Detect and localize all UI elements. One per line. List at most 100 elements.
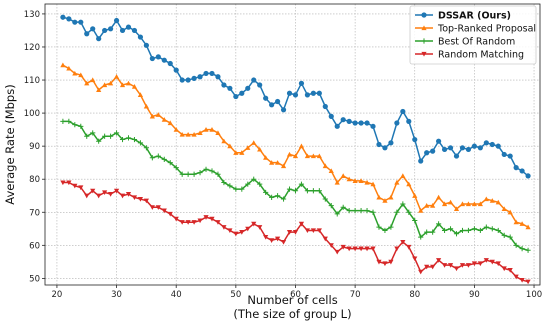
data-point [96,193,102,199]
data-point [209,70,215,77]
data-point [507,268,513,273]
data-point [274,193,281,199]
data-point [179,77,185,83]
data-point [322,163,328,169]
data-point [179,131,185,137]
data-point [441,146,448,153]
data-point [78,123,84,129]
data-point [507,209,513,215]
data-point [102,133,108,139]
data-point [489,259,495,265]
data-point [257,181,263,187]
data-point [358,246,364,252]
data-point [322,236,328,242]
data-point [483,140,489,146]
data-point [119,27,126,34]
data-point [483,196,489,202]
data-point [215,130,221,136]
data-point [459,145,466,151]
data-point [113,74,120,79]
data-point [465,201,472,207]
data-point [131,195,138,200]
data-point [441,263,448,268]
data-point [191,220,197,225]
y-tick-label: 120 [24,43,40,53]
data-point [108,26,114,32]
data-point [382,261,388,267]
data-point [453,266,460,272]
data-point [406,118,412,124]
series-2 [60,118,531,253]
data-point [203,70,209,77]
data-point [263,234,269,240]
legend-box [409,5,537,65]
data-point [167,120,173,126]
data-point [173,127,179,132]
data-point [430,203,436,208]
data-point [436,258,442,263]
data-point [334,249,340,255]
data-point [173,165,179,171]
data-point [227,143,233,149]
data-point [298,221,305,227]
data-point [340,117,346,123]
series-3 [60,180,531,285]
data-point [406,181,412,187]
data-point [191,171,197,177]
data-point [495,261,501,267]
data-point [501,266,507,272]
data-point [125,24,132,30]
data-point [155,205,161,210]
series-layer [60,14,531,285]
data-point [143,103,149,109]
data-point [239,90,245,96]
data-point [72,70,78,76]
x-tick-label: 70 [350,290,361,300]
data-point [424,203,430,208]
data-point [430,229,436,235]
data-point [167,60,173,67]
data-point [108,80,114,86]
data-point [412,256,418,262]
data-point [358,120,364,126]
data-point [66,65,72,71]
data-point [90,26,96,32]
data-point [310,228,316,234]
data-point [501,232,507,239]
data-point [286,230,293,235]
y-tick-label: 50 [29,274,40,284]
data-point [143,42,149,48]
data-point [161,57,167,63]
data-point [185,77,191,83]
data-point [239,186,245,192]
data-point [125,135,132,141]
data-point [292,153,299,159]
data-point [441,201,448,207]
data-point [328,113,334,119]
data-point [185,131,191,137]
data-point [519,168,525,174]
x-tick-label: 50 [230,290,241,300]
data-point [197,218,203,224]
data-point [203,127,209,132]
x-tick-label: 40 [171,290,182,300]
x-axis-label: Number of cells [247,293,337,307]
data-point [328,168,334,174]
data-point [477,261,483,267]
data-point [185,220,191,225]
data-point [173,216,179,222]
data-point [346,208,352,214]
data-point [394,246,400,252]
data-point [316,228,322,234]
data-point [125,192,132,197]
data-point [310,188,316,194]
data-point [322,103,328,110]
data-point [221,82,227,88]
data-point [519,246,525,252]
legend-item: DSSAR (Ours) [415,10,511,21]
data-point [185,171,191,177]
data-point [507,234,513,240]
data-point [179,220,185,225]
data-point [459,227,466,234]
data-point [269,238,275,243]
